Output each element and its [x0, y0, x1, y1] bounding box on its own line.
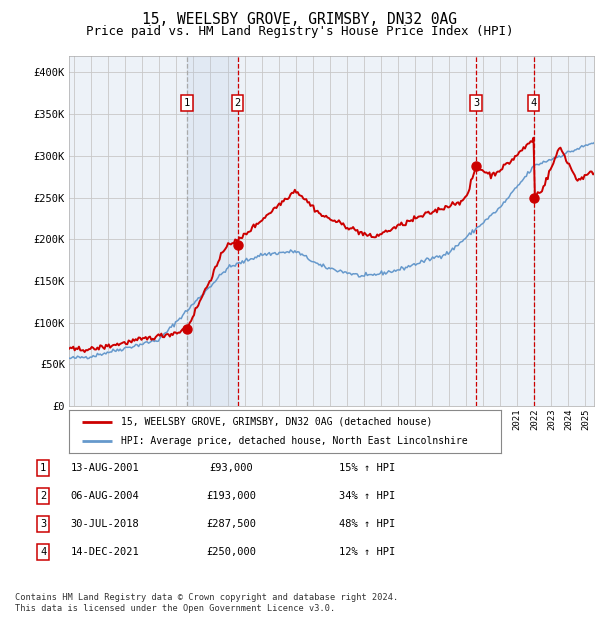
Text: 4: 4	[530, 98, 536, 108]
Text: Contains HM Land Registry data © Crown copyright and database right 2024.
This d: Contains HM Land Registry data © Crown c…	[15, 593, 398, 613]
Text: £250,000: £250,000	[206, 547, 256, 557]
Text: 4: 4	[40, 547, 46, 557]
Text: £193,000: £193,000	[206, 491, 256, 501]
Text: 1: 1	[40, 463, 46, 473]
Text: 3: 3	[40, 519, 46, 529]
Text: £93,000: £93,000	[209, 463, 253, 473]
Bar	[187, 56, 238, 406]
Text: 1: 1	[184, 98, 190, 108]
Text: 30-JUL-2018: 30-JUL-2018	[71, 519, 139, 529]
Text: Price paid vs. HM Land Registry's House Price Index (HPI): Price paid vs. HM Land Registry's House …	[86, 25, 514, 38]
Text: 15% ↑ HPI: 15% ↑ HPI	[339, 463, 395, 473]
Text: 13-AUG-2001: 13-AUG-2001	[71, 463, 139, 473]
Text: 34% ↑ HPI: 34% ↑ HPI	[339, 491, 395, 501]
Text: 15, WEELSBY GROVE, GRIMSBY, DN32 0AG: 15, WEELSBY GROVE, GRIMSBY, DN32 0AG	[143, 12, 458, 27]
Text: 48% ↑ HPI: 48% ↑ HPI	[339, 519, 395, 529]
Text: £287,500: £287,500	[206, 519, 256, 529]
Text: HPI: Average price, detached house, North East Lincolnshire: HPI: Average price, detached house, Nort…	[121, 436, 467, 446]
Text: 06-AUG-2004: 06-AUG-2004	[71, 491, 139, 501]
Text: 14-DEC-2021: 14-DEC-2021	[71, 547, 139, 557]
Text: 3: 3	[473, 98, 479, 108]
Text: 12% ↑ HPI: 12% ↑ HPI	[339, 547, 395, 557]
Text: 2: 2	[235, 98, 241, 108]
Text: 15, WEELSBY GROVE, GRIMSBY, DN32 0AG (detached house): 15, WEELSBY GROVE, GRIMSBY, DN32 0AG (de…	[121, 417, 432, 427]
Text: 2: 2	[40, 491, 46, 501]
